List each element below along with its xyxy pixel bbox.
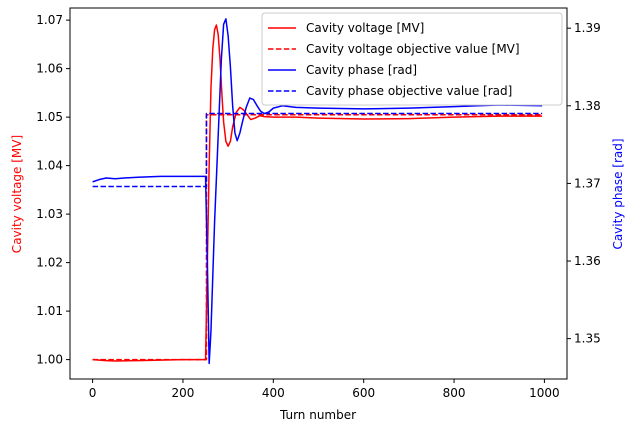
series-line-2 <box>92 18 543 365</box>
x-axis-label: Turn number <box>279 408 356 422</box>
x-tick-label-5: 1000 <box>529 386 560 400</box>
y-left-axis-label: Cavity voltage [MV] <box>10 135 24 253</box>
y-left-tick-label-7: 1.07 <box>36 13 63 27</box>
legend: Cavity voltage [MV] Cavity voltage object… <box>261 12 563 106</box>
series-line-3 <box>92 112 543 188</box>
y-right-axis-label: Cavity phase [rad] <box>611 138 625 249</box>
y-right-tick-label-1: 1.36 <box>574 254 601 268</box>
x-tick-label-1: 200 <box>172 386 195 400</box>
y-left-axis-ticks: 1.00 1.01 1.02 1.03 1.04 1.05 1.06 1.07 <box>36 13 70 367</box>
legend-items: Cavity voltage [MV] Cavity voltage object… <box>268 21 520 98</box>
y-left-tick-label-2: 1.02 <box>36 256 63 270</box>
legend-label-1: Cavity voltage objective value [MV] <box>306 42 520 56</box>
x-tick-label-0: 0 <box>89 386 97 400</box>
y-right-axis-ticks: 1.35 1.36 1.37 1.38 1.39 <box>567 21 601 346</box>
y-left-tick-label-0: 1.00 <box>36 353 63 367</box>
y-right-tick-label-4: 1.39 <box>574 21 601 35</box>
legend-label-2: Cavity phase [rad] <box>306 63 417 77</box>
x-tick-label-4: 800 <box>443 386 466 400</box>
y-left-tick-label-6: 1.06 <box>36 62 63 76</box>
x-tick-label-2: 400 <box>262 386 285 400</box>
legend-label-3: Cavity phase objective value [rad] <box>306 84 512 98</box>
y-right-tick-label-2: 1.37 <box>574 176 601 190</box>
y-left-tick-label-1: 1.01 <box>36 304 63 318</box>
y-left-tick-label-3: 1.03 <box>36 207 63 221</box>
plot-frame <box>69 7 568 380</box>
series-line-1 <box>92 113 543 361</box>
y-left-tick-label-4: 1.04 <box>36 159 63 173</box>
plot-lines <box>92 18 543 365</box>
y-right-tick-label-3: 1.38 <box>574 99 601 113</box>
x-tick-label-3: 600 <box>352 386 375 400</box>
legend-label-0: Cavity voltage [MV] <box>306 21 424 35</box>
y-right-tick-label-0: 1.35 <box>574 332 601 346</box>
x-axis-ticks: 0 200 400 600 800 1000 <box>89 379 560 400</box>
legend-box <box>261 12 563 106</box>
y-left-tick-label-5: 1.05 <box>36 110 63 124</box>
